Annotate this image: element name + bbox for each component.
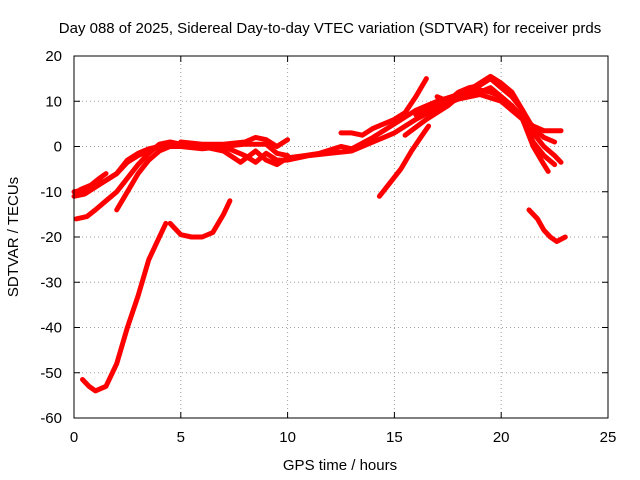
y-tick-label: -30 — [40, 274, 62, 291]
series-line-arc-9 — [402, 73, 564, 165]
x-tick-label: 15 — [386, 429, 403, 446]
series-line-arc-4 — [77, 171, 109, 192]
y-tick-label: -10 — [40, 184, 62, 201]
grid — [74, 56, 608, 418]
x-tick-label: 10 — [279, 429, 296, 446]
series-line-arc-3 — [71, 92, 558, 199]
y-tick-label: 20 — [45, 48, 62, 65]
series-line-arc-10 — [413, 87, 551, 174]
x-tick-label: 20 — [493, 429, 510, 446]
y-tick-label: -60 — [40, 410, 62, 427]
plot-frame — [73, 55, 609, 419]
series-line-arc-13 — [80, 220, 169, 394]
series-group — [71, 73, 568, 394]
axis-ticks: 0 5 10 15 20 25 -60 -50 -40 -30 -20 -10 0 10 20 — [40, 48, 616, 446]
y-axis-label: SDTVAR / TECUs — [5, 177, 22, 297]
y-tick-label: 0 — [54, 139, 62, 156]
series-line-arc-7 — [338, 76, 429, 138]
x-tick-label: 0 — [70, 429, 78, 446]
series-line-arc-14 — [526, 207, 568, 244]
series-line-arc-12 — [167, 198, 233, 240]
chart-title: Day 088 of 2025, Sidereal Day-to-day VTE… — [59, 20, 601, 37]
y-tick-label: -50 — [40, 365, 62, 382]
series-line-arc-11 — [434, 76, 558, 145]
x-tick-label: 5 — [177, 429, 185, 446]
x-axis-label: GPS time / hours — [283, 457, 397, 474]
series-line-arc-6 — [178, 134, 291, 149]
y-tick-label: 10 — [45, 93, 62, 110]
y-tick-label: -20 — [40, 229, 62, 246]
series-line-arc-8 — [376, 123, 432, 199]
y-tick-label: -40 — [40, 320, 62, 337]
series-line-arc-1 — [73, 139, 184, 222]
x-tick-label: 25 — [600, 429, 617, 446]
